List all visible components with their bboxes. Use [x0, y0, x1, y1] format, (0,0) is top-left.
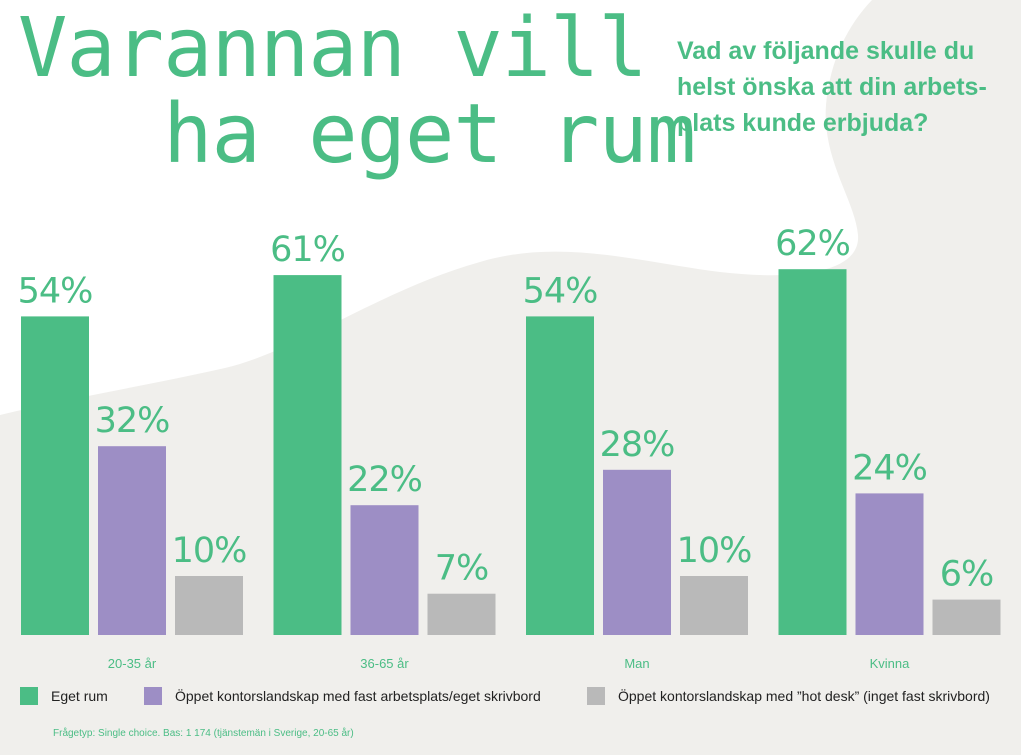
legend-label: Öppet kontorslandskap med ”hot desk” (in…	[618, 688, 990, 704]
question-line-1: Vad av följande skulle du	[677, 37, 975, 65]
bar-eget-rum-4	[778, 269, 847, 635]
data-label-hot-desk-2: 7%	[435, 549, 489, 589]
bar-hot-desk-4	[932, 599, 1001, 635]
legend-swatch-purple	[144, 687, 162, 705]
bar-hot-desk-3	[680, 576, 748, 635]
question-line-3: plats kunde erbjuda?	[677, 109, 929, 137]
page-title: Varannan vill ha eget rum	[18, 1, 696, 182]
data-label-eget-rum-3: 54%	[523, 271, 598, 311]
data-label-eget-rum-1: 54%	[18, 271, 93, 311]
legend-label: Öppet kontorslandskap med fast arbetspla…	[175, 688, 541, 704]
data-label-hot-desk-1: 10%	[172, 531, 247, 571]
data-label-fast-arbetsplats-2: 22%	[347, 460, 422, 500]
data-label-hot-desk-4: 6%	[940, 555, 994, 595]
footnote: Frågetyp: Single choice. Bas: 1 174 (tjä…	[53, 728, 354, 739]
legend-item-hot-desk: Öppet kontorslandskap med ”hot desk” (in…	[587, 684, 990, 708]
question-line-2: helst önska att din arbets-	[677, 73, 987, 101]
category-label-4: Kvinna	[870, 656, 911, 671]
data-label-eget-rum-4: 62%	[775, 224, 850, 264]
category-label-2: 36-65 år	[360, 656, 409, 671]
white-blob-shape	[0, 0, 872, 415]
bar-fast-arbetsplats-2	[350, 505, 419, 635]
data-label-fast-arbetsplats-1: 32%	[95, 401, 170, 441]
bar-fast-arbetsplats-3	[603, 469, 671, 635]
bar-hot-desk-1	[175, 576, 243, 635]
data-label-eget-rum-2: 61%	[270, 230, 345, 270]
category-label-3: Man	[624, 656, 649, 671]
data-label-fast-arbetsplats-4: 24%	[852, 448, 927, 488]
bar-eget-rum-3	[526, 316, 594, 635]
title-line-1: Varannan vill	[18, 1, 648, 96]
legend-item-eget-rum: Eget rum	[20, 684, 108, 708]
legend-label: Eget rum	[51, 688, 108, 704]
legend-swatch-green	[20, 687, 38, 705]
title-line-2: ha eget rum	[18, 87, 696, 182]
chart-legend: Eget rum Öppet kontorslandskap med fast …	[20, 684, 1010, 708]
bar-fast-arbetsplats-4	[855, 493, 924, 635]
bar-hot-desk-2	[427, 593, 496, 635]
legend-item-fast-arbetsplats: Öppet kontorslandskap med fast arbetspla…	[144, 684, 541, 708]
bar-fast-arbetsplats-1	[98, 446, 166, 635]
bar-eget-rum-1	[21, 316, 89, 635]
category-label-1: 20-35 år	[108, 656, 157, 671]
data-label-hot-desk-3: 10%	[677, 531, 752, 571]
legend-swatch-gray	[587, 687, 605, 705]
data-label-fast-arbetsplats-3: 28%	[600, 425, 675, 465]
survey-question: Vad av följande skulle du helst önska at…	[677, 33, 1017, 141]
bar-eget-rum-2	[273, 275, 342, 635]
